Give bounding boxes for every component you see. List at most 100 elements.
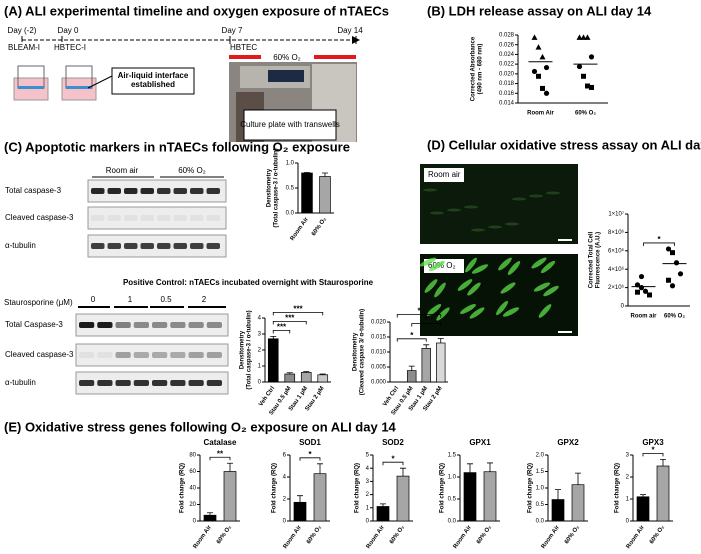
dose-label: 2 [202, 295, 207, 304]
y-tick-label: 0 [283, 519, 287, 525]
error-bar [303, 371, 310, 373]
data-point [670, 250, 675, 256]
data-point [647, 292, 652, 298]
error-bar [400, 467, 406, 477]
y-tick-label: 0.0 [536, 519, 545, 525]
y-tick-label: 0.5 [448, 497, 457, 503]
chart-title: GPX1 [469, 438, 491, 447]
error-bar [317, 463, 323, 474]
y-tick-label: 4×10⁶ [608, 266, 625, 273]
band [124, 243, 138, 249]
y-axis-label: Fold change (RQ) [528, 463, 534, 513]
y-tick-label: 0.026 [499, 42, 515, 48]
cells [66, 86, 92, 89]
cell [447, 208, 461, 212]
timeline: Day (-2) Day 0 Day 7 Day 14 BLEAM-I HBTE… [6, 26, 363, 142]
y-tick-label: 0.020 [499, 71, 515, 77]
y-tick-label: 0.010 [371, 350, 387, 356]
bar [300, 372, 312, 383]
error-bar [270, 336, 277, 339]
cell [546, 191, 560, 195]
data-point [669, 283, 676, 289]
x-tick-label: 60% O₂ [389, 524, 406, 545]
y-tick-label: 40 [189, 486, 196, 492]
y-tick-label: 2.0 [536, 453, 545, 459]
y-tick-label: 80 [189, 453, 196, 459]
band [79, 322, 95, 328]
day-label: Day (-2) [8, 26, 37, 35]
error-bar [660, 459, 666, 466]
band [188, 352, 204, 358]
bar [636, 496, 650, 522]
error-bar [555, 489, 561, 500]
row-label: α-tubulin [5, 378, 36, 387]
data-point [531, 34, 538, 40]
error-bar [380, 503, 386, 507]
significance-label: *** [293, 305, 303, 314]
data-point [638, 273, 645, 280]
cell [423, 188, 437, 192]
y-tick-label: 2 [283, 497, 287, 503]
data-point [543, 64, 550, 71]
y-tick-label: 0.015 [371, 335, 387, 341]
bar [571, 484, 585, 522]
y-tick-label: 0.005 [371, 365, 387, 371]
x-tick-label: 60% O₂ [649, 524, 666, 545]
y-axis-label: Densitometry [240, 330, 246, 369]
data-point [673, 260, 680, 266]
cell [469, 307, 485, 319]
band [97, 380, 113, 386]
significance-bracket [209, 456, 231, 461]
day-label: Day 0 [58, 26, 79, 35]
y-tick-label: 0.014 [499, 101, 515, 107]
row-label: Total Caspase-3 [5, 320, 63, 329]
x-tick-label: 60% O₂ [575, 111, 596, 117]
x-tick-label: 60% O₂ [216, 524, 233, 545]
data-point [536, 73, 541, 79]
band [140, 243, 154, 249]
significance-bracket [411, 323, 442, 327]
band [133, 380, 149, 386]
bar [267, 338, 279, 383]
cell [467, 282, 481, 296]
y-tick-label: 0.5 [286, 186, 295, 192]
y-axis-label: Fluorescence (A.U.) [596, 232, 602, 288]
significance-bracket [396, 314, 442, 318]
band [190, 188, 204, 194]
transwell-illustration [13, 65, 113, 101]
x-tick-label: Room Air [193, 524, 214, 550]
error-bar [423, 344, 430, 349]
band [91, 188, 105, 194]
row-label: Cleaved caspase-3 [5, 213, 74, 222]
data-point [576, 34, 583, 40]
y-tick-label: 1 [626, 497, 630, 503]
band [206, 352, 222, 358]
bar [376, 506, 390, 522]
band [107, 188, 121, 194]
panel-title: (C) Apoptotic markers in nTAECs followin… [4, 139, 350, 154]
data-point [584, 34, 591, 40]
significance-label: * [657, 235, 661, 244]
y-tick-label: 1.0 [536, 486, 545, 492]
significance-bracket [643, 242, 675, 246]
bar [203, 514, 217, 522]
band [157, 188, 171, 194]
x-tick-label: 60% O₂ [476, 524, 493, 545]
data-point [589, 84, 594, 90]
media-box [6, 42, 42, 54]
y-tick-label: 5 [366, 453, 370, 459]
significance-bracket [272, 321, 307, 325]
treatment-label: Staurosporine (μM) [4, 298, 73, 307]
band [206, 322, 222, 328]
y-tick-label: 0 [626, 519, 630, 525]
western-blot: Staurosporine (μM) 0 1 0.5 2 Total Caspa… [4, 295, 229, 395]
row-label: Total caspase-3 [5, 186, 62, 195]
callout-box [243, 109, 337, 141]
chart-title: GPX3 [642, 438, 664, 447]
significance-bracket [272, 312, 324, 316]
cell [543, 285, 559, 297]
y-axis-label: Fold change (RQ) [615, 463, 621, 513]
error-bar [297, 495, 303, 503]
blot-strip [75, 343, 229, 367]
band [124, 188, 138, 194]
